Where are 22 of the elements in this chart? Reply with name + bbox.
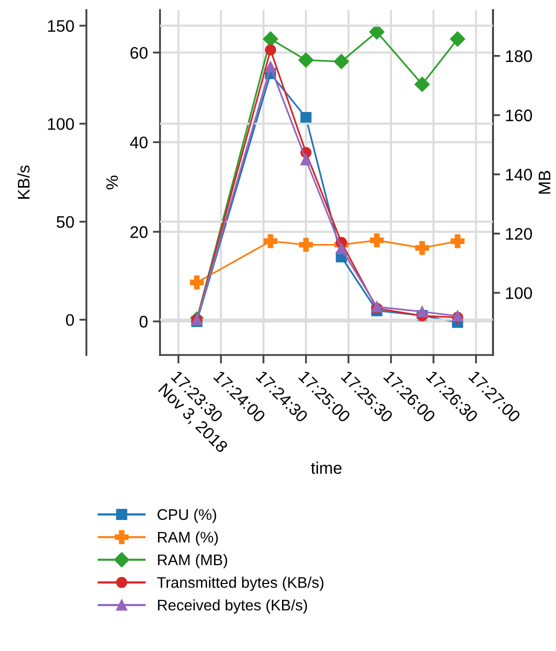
y3-tick-label: 50	[56, 216, 74, 228]
y2-tick-label: 180	[506, 50, 532, 62]
y3-tick-label: 150	[48, 20, 74, 32]
legend-label: Transmitted bytes (KB/s)	[157, 576, 324, 591]
legend-label: CPU (%)	[158, 508, 216, 523]
y-tick-label: 40	[130, 136, 148, 148]
y3-axis-title: KB/s	[17, 166, 30, 199]
y2-axis-title: MB	[538, 170, 550, 194]
y2-tick-label: 100	[506, 287, 532, 300]
y2-tick-label: 140	[506, 168, 532, 181]
y-tick-label: 60	[130, 46, 148, 59]
y2-tick-label: 120	[506, 228, 532, 240]
legend-label: RAM (%)	[158, 531, 218, 546]
x-axis-title: time	[311, 462, 342, 474]
y3-tick-label: 0	[66, 314, 74, 326]
y2-tick-label: 160	[506, 110, 532, 122]
y-axis-title: %	[106, 176, 118, 190]
legend-label: Received bytes (KB/s)	[158, 599, 307, 614]
y-tick-label: 20	[130, 226, 148, 238]
y3-tick-label: 100	[48, 118, 74, 130]
legend-label: RAM (MB)	[158, 554, 228, 568]
y-tick-label: 0	[140, 316, 148, 328]
